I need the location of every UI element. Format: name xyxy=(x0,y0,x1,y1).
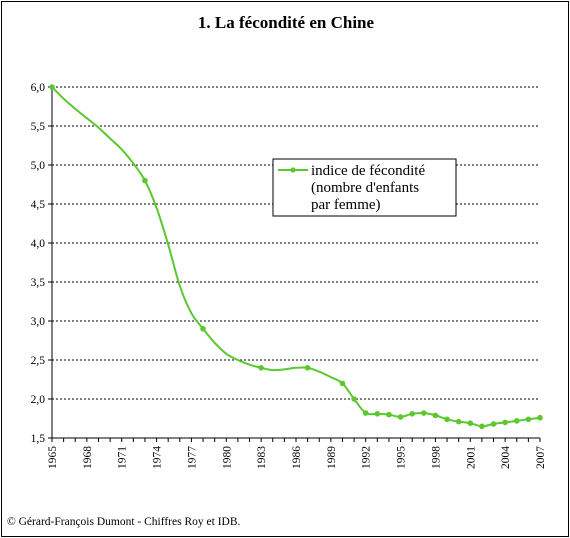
y-gridlines xyxy=(52,86,540,400)
y-tick-label: 6,0 xyxy=(31,82,46,94)
legend-label-line-3: par femme) xyxy=(311,197,381,213)
data-point-1993 xyxy=(374,411,381,417)
y-tick-label: 5,0 xyxy=(31,160,46,172)
x-tick-label: 1980 xyxy=(221,446,233,469)
chart-title: 1. La fécondité en Chine xyxy=(198,13,375,32)
y-tick-labels: 1,5 2,0 2,5 3,0 3,5 4,0 4,5 5,0 5,5 6,0 xyxy=(31,82,46,445)
data-point-1978 xyxy=(200,326,206,332)
legend-marker-swatch xyxy=(290,167,296,173)
axes xyxy=(48,85,541,442)
data-point-1997 xyxy=(421,410,427,416)
y-tick-label: 2,5 xyxy=(31,355,46,367)
data-point-2005 xyxy=(513,418,520,424)
series-indice-de-fecondite xyxy=(49,84,543,430)
y-tick-label: 2,0 xyxy=(31,394,46,406)
data-point-1983 xyxy=(258,365,264,371)
legend: indice de fécondité (nombre d'enfants pa… xyxy=(272,158,457,217)
x-tick-label: 1974 xyxy=(152,446,164,469)
data-point-2000 xyxy=(455,418,462,425)
data-point-1973 xyxy=(142,177,148,184)
data-point-2004 xyxy=(502,419,508,426)
x-tick-label: 2004 xyxy=(500,446,512,469)
data-point-1995 xyxy=(397,414,404,420)
x-tick-label: 1983 xyxy=(256,446,268,469)
source-note: © Gérard-François Dumont - Chiffres Roy … xyxy=(7,516,240,528)
data-point-2006 xyxy=(525,416,532,423)
x-tick-labels: 1965 1968 1971 1974 1977 1980 1983 1986 1989 1992… xyxy=(47,446,547,469)
data-point-1998 xyxy=(432,412,439,419)
series-line xyxy=(51,86,541,428)
data-point-1999 xyxy=(444,416,450,423)
x-tick-label: 1971 xyxy=(117,446,129,469)
x-tick-label: 1977 xyxy=(186,446,198,469)
x-tick-label: 1968 xyxy=(82,446,94,469)
x-tick-label: 1989 xyxy=(326,446,338,469)
y-tick-label: 3,5 xyxy=(31,277,46,289)
legend-label-line-2: (nombre d'enfants xyxy=(311,180,419,196)
y-tick-label: 1,5 xyxy=(31,433,46,445)
data-point-1991 xyxy=(351,396,357,402)
data-point-1987 xyxy=(304,365,311,371)
legend-label-line-1: indice de fécondité xyxy=(311,163,425,179)
y-tick-label: 3,0 xyxy=(31,316,46,328)
x-tick-label: 2007 xyxy=(535,446,547,469)
data-point-2001 xyxy=(467,420,474,426)
data-point-1990 xyxy=(339,380,346,387)
legend-box xyxy=(272,158,457,217)
data-point-2003 xyxy=(490,421,497,427)
x-tick-label: 1965 xyxy=(47,446,59,469)
x-tick-label: 1998 xyxy=(430,446,442,469)
data-point-1965 xyxy=(49,84,55,90)
y-tick-label: 4,0 xyxy=(31,238,46,250)
data-point-1992 xyxy=(362,410,369,416)
x-tick-label: 1986 xyxy=(291,446,303,469)
x-tick-label: 1995 xyxy=(396,446,408,469)
x-tick-label: 1992 xyxy=(361,446,373,469)
y-tick-label: 5,5 xyxy=(31,121,46,133)
x-tick-label: 2001 xyxy=(465,446,477,469)
data-point-2007 xyxy=(537,414,543,421)
data-point-1994 xyxy=(386,411,392,418)
y-tick-label: 4,5 xyxy=(31,199,46,211)
data-point-1996 xyxy=(409,411,415,417)
data-point-2002 xyxy=(479,423,485,430)
